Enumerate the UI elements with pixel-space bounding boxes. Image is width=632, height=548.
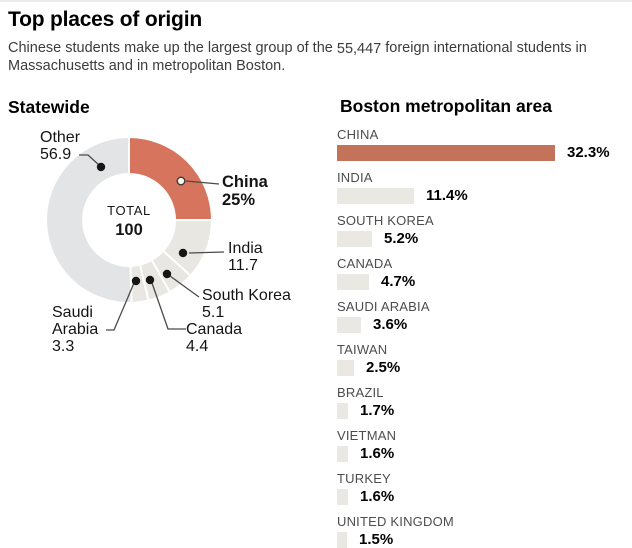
country-label: INDIA (337, 170, 373, 185)
bar (337, 446, 348, 462)
bar-line: 1.6% (337, 489, 632, 505)
country-label: SAUDI ARABIA (337, 299, 430, 314)
subtitle-line1-prefix: Chinese students make up the largest gro… (8, 40, 337, 56)
total-label: TOTAL (107, 203, 151, 218)
segment-value: 56.9 (40, 146, 72, 163)
callout-dot-other (96, 162, 106, 172)
donut-label-india: India 11.7 (228, 240, 263, 274)
segment-value: 4.4 (186, 338, 209, 355)
donut-slice-other (45, 135, 133, 304)
bar-line: 11.4% (337, 188, 632, 204)
segment-name: China (222, 173, 268, 191)
bar-line: 2.5% (337, 360, 632, 376)
student-count: 55,447 (336, 41, 382, 57)
country-label: SOUTH KOREA (337, 213, 434, 228)
bar (337, 231, 372, 247)
bar-chart: CHINA 32.3% INDIA 11.4% SOUTH KOREA 5.2%… (337, 128, 632, 548)
country-label: TURKEY (337, 471, 391, 486)
callout-line-china (185, 180, 220, 185)
bar-value: 2.5% (366, 359, 401, 376)
subtitle-line1-suffix: foreign international students in (381, 40, 587, 56)
callout-line-canada (151, 282, 186, 330)
page-title: Top places of origin (8, 8, 202, 31)
bar-row: CANADA 4.7% (337, 257, 632, 290)
bar-value: 1.7% (360, 402, 395, 419)
bar-line: 5.2% (337, 231, 632, 247)
segment-value: 5.1 (202, 304, 225, 321)
bar-value: 32.3% (567, 144, 610, 161)
country-label: BRAZIL (337, 385, 384, 400)
bar-value: 1.5% (359, 531, 394, 548)
bar-row: SAUDI ARABIA 3.6% (337, 300, 632, 333)
bar (337, 274, 369, 290)
bar (337, 532, 347, 548)
segment-name: Other (40, 129, 81, 146)
boston-heading: Boston metropolitan area (340, 96, 552, 116)
bar-value: 1.6% (360, 488, 395, 505)
callout-line-south-korea (169, 275, 200, 298)
country-label: VIETMAN (337, 428, 397, 443)
bar-value: 1.6% (360, 445, 395, 462)
top-divider (0, 0, 632, 2)
donut-center-label: TOTAL 100 (89, 203, 169, 240)
segment-name: Canada (186, 321, 243, 338)
bar-row: UNITED KINGDOM 1.5% (337, 515, 632, 548)
bar-row: CHINA 32.3% (337, 128, 632, 161)
callout-dot-south-korea (162, 269, 172, 279)
bar-row: INDIA 11.4% (337, 171, 632, 204)
donut-label-south-korea: South Korea 5.1 (202, 287, 291, 321)
bar (337, 145, 555, 161)
total-value: 100 (115, 221, 143, 239)
bar-row: TURKEY 1.6% (337, 472, 632, 505)
callout-line-saudi-arabia (106, 282, 135, 331)
donut-chart (45, 135, 225, 331)
donut-label-other: Other 56.9 (40, 129, 80, 163)
callout-dot-india (178, 248, 188, 258)
callout-dot-canada (145, 275, 155, 285)
segment-value: 11.7 (228, 257, 258, 274)
donut-label-saudi-arabia: Saudi Arabia 3.3 (52, 304, 112, 355)
bar (337, 489, 348, 505)
bar-value: 3.6% (373, 316, 408, 333)
bar-line: 32.3% (337, 145, 632, 161)
donut-label-canada: Canada 4.4 (186, 321, 242, 355)
bar-row: TAIWAN 2.5% (337, 343, 632, 376)
bar (337, 403, 348, 419)
bar (337, 317, 361, 333)
donut-slice-china (128, 135, 214, 221)
country-label: TAIWAN (337, 342, 388, 357)
segment-name: Saudi Arabia (52, 304, 99, 338)
donut-label-china: China 25% (222, 173, 268, 209)
callout-line-other (79, 154, 100, 166)
bar-value: 11.4% (426, 187, 468, 204)
bar-row: VIETMAN 1.6% (337, 429, 632, 462)
bar-value: 5.2% (384, 230, 419, 247)
bar-line: 3.6% (337, 317, 632, 333)
callout-line-india (188, 251, 225, 254)
bar-line: 1.7% (337, 403, 632, 419)
bar-line: 1.5% (337, 532, 632, 548)
bar (337, 188, 414, 204)
subtitle-line2: Massachusetts and in metropolitan Boston… (8, 58, 286, 74)
callout-dot-saudi-arabia (131, 276, 141, 286)
bar-line: 4.7% (337, 274, 632, 290)
segment-value: 3.3 (52, 338, 75, 355)
bar-value: 4.7% (381, 273, 416, 290)
donut-callouts (79, 154, 225, 331)
subtitle: Chinese students make up the largest gro… (8, 39, 630, 75)
country-label: UNITED KINGDOM (337, 514, 454, 529)
segment-name: South Korea (202, 287, 291, 304)
segment-name: India (228, 240, 263, 257)
callout-dot-china (176, 176, 186, 186)
statewide-heading: Statewide (8, 97, 90, 117)
bar-line: 1.6% (337, 446, 632, 462)
donut-slices (45, 135, 214, 304)
bar-row: SOUTH KOREA 5.2% (337, 214, 632, 247)
country-label: CANADA (337, 256, 393, 271)
bar-row: BRAZIL 1.7% (337, 386, 632, 419)
country-label: CHINA (337, 127, 379, 142)
segment-value: 25% (222, 190, 256, 209)
bar (337, 360, 354, 376)
